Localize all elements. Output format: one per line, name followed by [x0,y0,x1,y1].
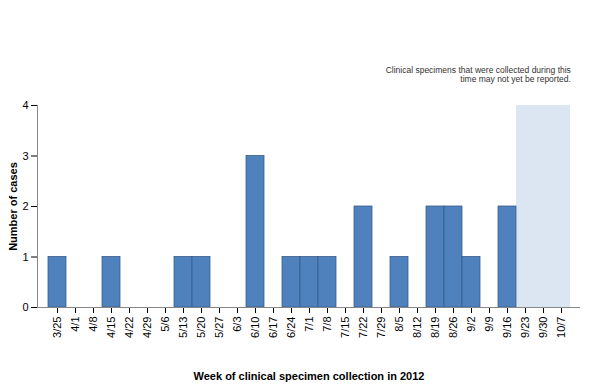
svg-text:10/7: 10/7 [555,317,567,338]
svg-text:Week of clinical specimen coll: Week of clinical specimen collection in … [194,370,425,382]
svg-text:6/24: 6/24 [285,317,297,338]
svg-text:Clinical specimens that were c: Clinical specimens that were collected d… [386,65,571,84]
svg-text:5/6: 5/6 [159,317,171,332]
svg-text:7/8: 7/8 [321,317,333,332]
svg-text:2: 2 [22,200,28,212]
svg-text:0: 0 [22,301,28,313]
svg-text:5/27: 5/27 [213,317,225,338]
svg-text:5/13: 5/13 [177,317,189,338]
svg-text:6/3: 6/3 [231,317,243,332]
svg-text:4: 4 [22,99,28,111]
svg-text:9/30: 9/30 [537,317,549,338]
svg-text:7/1: 7/1 [303,317,315,332]
svg-text:5/20: 5/20 [195,317,207,338]
svg-text:7/22: 7/22 [357,317,369,338]
svg-text:8/26: 8/26 [447,317,459,338]
svg-text:9/2: 9/2 [465,317,477,332]
svg-text:Number of cases: Number of cases [7,162,19,251]
svg-text:9/23: 9/23 [519,317,531,338]
svg-text:3: 3 [22,150,28,162]
svg-text:6/17: 6/17 [267,317,279,338]
svg-text:4/15: 4/15 [105,317,117,338]
svg-text:1: 1 [22,251,28,263]
svg-text:4/8: 4/8 [87,317,99,332]
svg-text:8/19: 8/19 [429,317,441,338]
svg-text:7/15: 7/15 [339,317,351,338]
svg-text:4/1: 4/1 [69,317,81,332]
svg-text:3/25: 3/25 [51,317,63,338]
svg-text:7/29: 7/29 [375,317,387,338]
svg-text:8/5: 8/5 [393,317,405,332]
svg-text:4/29: 4/29 [141,317,153,338]
svg-text:6/10: 6/10 [249,317,261,338]
svg-text:9/16: 9/16 [501,317,513,338]
svg-text:4/22: 4/22 [123,317,135,338]
svg-text:8/12: 8/12 [411,317,423,338]
svg-text:9/9: 9/9 [483,317,495,332]
